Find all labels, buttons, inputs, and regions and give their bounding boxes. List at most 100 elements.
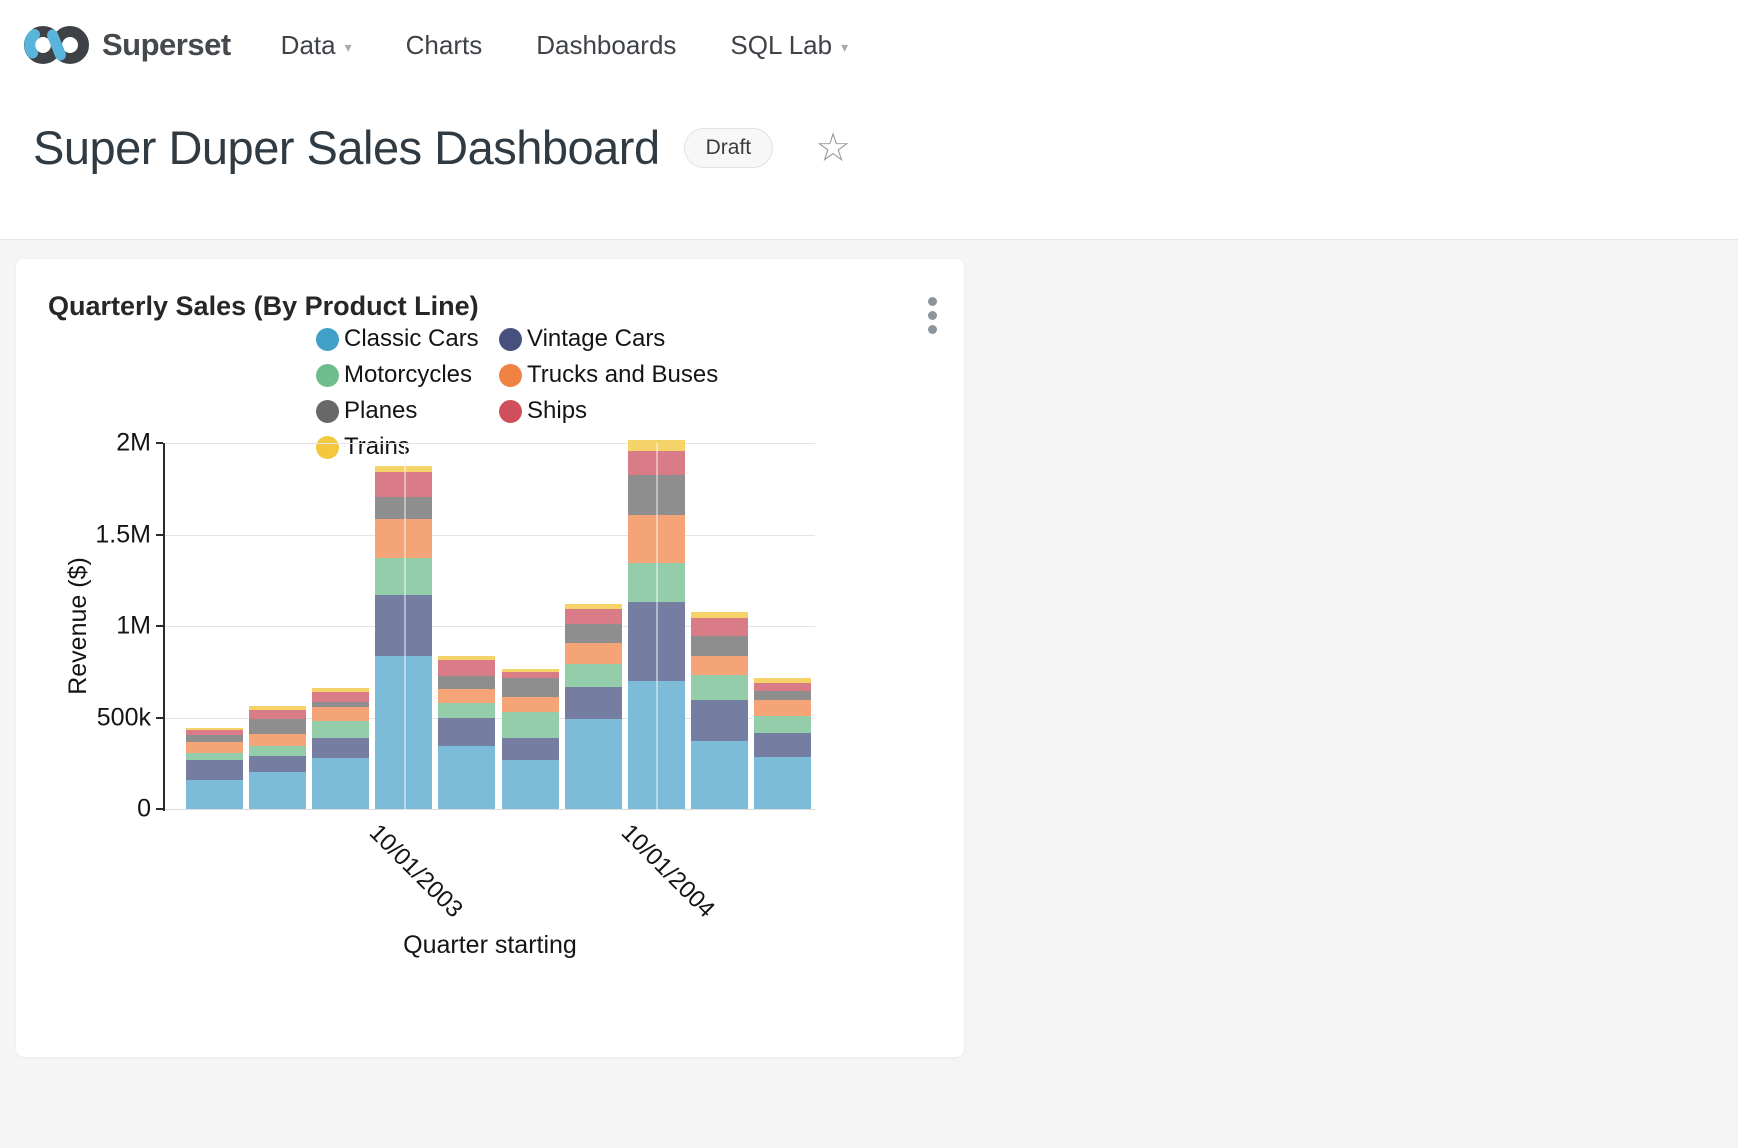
- bar-segment-motorcycles[interactable]: [753, 716, 811, 734]
- nav-item-charts[interactable]: Charts: [405, 29, 483, 60]
- bar-segment-classic-cars[interactable]: [186, 779, 243, 809]
- bar-segment-vintage-cars[interactable]: [249, 755, 307, 773]
- bar-segment-ships[interactable]: [501, 671, 559, 678]
- nav-item-dashboards[interactable]: Dashboards: [536, 29, 677, 60]
- legend-item-trains[interactable]: Trains: [316, 433, 410, 461]
- bar-segment-trains[interactable]: [375, 466, 433, 473]
- stacked-bar[interactable]: [753, 678, 811, 809]
- bar-segment-planes[interactable]: [375, 497, 433, 520]
- legend-item-planes[interactable]: Planes: [316, 397, 417, 425]
- legend-item-vintage-cars[interactable]: Vintage Cars: [499, 325, 665, 353]
- bar-segment-trains[interactable]: [753, 678, 811, 683]
- legend-item-trucks-and-buses[interactable]: Trucks and Buses: [499, 361, 718, 389]
- bar-segment-trucks-and-buses[interactable]: [564, 642, 622, 664]
- legend-item-motorcycles[interactable]: Motorcycles: [316, 361, 472, 389]
- stacked-bar[interactable]: [690, 611, 748, 809]
- bar-segment-trucks-and-buses[interactable]: [438, 689, 496, 703]
- bar-segment-trains[interactable]: [312, 688, 370, 692]
- bar-segment-vintage-cars[interactable]: [690, 699, 748, 741]
- chevron-down-icon: ▾: [841, 38, 849, 55]
- bar-segment-trains[interactable]: [564, 604, 622, 610]
- bar-segment-classic-cars[interactable]: [627, 681, 685, 809]
- bar-segment-vintage-cars[interactable]: [375, 594, 433, 657]
- bar-segment-trucks-and-buses[interactable]: [627, 514, 685, 563]
- nav-menu: Data ▾ Charts Dashboards SQL Lab ▾: [281, 30, 902, 61]
- stacked-bar[interactable]: [627, 440, 685, 809]
- bar-segment-planes[interactable]: [501, 678, 559, 698]
- dashboard-grid: Quarterly Sales (By Product Line) Classi…: [0, 240, 1738, 1148]
- bar-segment-motorcycles[interactable]: [627, 562, 685, 602]
- bar-segment-vintage-cars[interactable]: [186, 759, 243, 780]
- bar-segment-classic-cars[interactable]: [438, 746, 496, 809]
- favorite-star-icon[interactable]: ☆: [815, 125, 851, 170]
- bar-segment-classic-cars[interactable]: [375, 656, 433, 809]
- bar-segment-vintage-cars[interactable]: [501, 737, 559, 760]
- bar-segment-trucks-and-buses[interactable]: [375, 519, 433, 558]
- bar-segment-trains[interactable]: [501, 668, 559, 672]
- bar-segment-classic-cars[interactable]: [690, 740, 748, 809]
- stacked-bar[interactable]: [438, 655, 496, 809]
- bar-segment-planes[interactable]: [438, 675, 496, 690]
- bar-segment-vintage-cars[interactable]: [753, 733, 811, 758]
- bar-segment-planes[interactable]: [564, 624, 622, 643]
- gridline: [165, 443, 815, 444]
- superset-logo[interactable]: Superset: [20, 20, 231, 70]
- stacked-bar[interactable]: [312, 688, 370, 809]
- legend-item-classic-cars[interactable]: Classic Cars: [316, 325, 479, 353]
- bar-segment-classic-cars[interactable]: [564, 719, 622, 809]
- bar-segment-motorcycles[interactable]: [312, 721, 370, 738]
- bar-segment-classic-cars[interactable]: [312, 757, 370, 809]
- bar-segment-trains[interactable]: [186, 727, 243, 731]
- bar-segment-vintage-cars[interactable]: [438, 717, 496, 747]
- legend-item-ships[interactable]: Ships: [499, 397, 587, 425]
- bar-segment-motorcycles[interactable]: [249, 745, 307, 756]
- bar-segment-motorcycles[interactable]: [186, 752, 243, 760]
- bar-segment-trains[interactable]: [438, 655, 496, 661]
- bar-segment-planes[interactable]: [186, 735, 243, 743]
- bar-segment-trucks-and-buses[interactable]: [753, 699, 811, 717]
- bar-segment-classic-cars[interactable]: [753, 757, 811, 809]
- bar-segment-planes[interactable]: [312, 701, 370, 707]
- bar-segment-trains[interactable]: [690, 611, 748, 619]
- bar-segment-classic-cars[interactable]: [501, 759, 559, 809]
- nav-item-data[interactable]: Data ▾: [280, 29, 352, 60]
- stacked-bar[interactable]: [564, 604, 622, 809]
- bar-segment-motorcycles[interactable]: [375, 557, 433, 595]
- stacked-bar[interactable]: [375, 466, 433, 809]
- bar-segment-planes[interactable]: [753, 690, 811, 700]
- stacked-bar[interactable]: [501, 668, 559, 809]
- chart-menu-kebab-icon[interactable]: [914, 291, 950, 339]
- bar-segment-planes[interactable]: [249, 719, 307, 734]
- bar-segment-ships[interactable]: [438, 660, 496, 676]
- bar-segment-trucks-and-buses[interactable]: [501, 697, 559, 713]
- bar-segment-ships[interactable]: [249, 710, 307, 720]
- bar-segment-ships[interactable]: [690, 618, 748, 636]
- bar-segment-ships[interactable]: [564, 609, 622, 625]
- bar-segment-motorcycles[interactable]: [438, 702, 496, 718]
- bar-segment-trucks-and-buses[interactable]: [690, 656, 748, 675]
- stacked-bar[interactable]: [249, 706, 307, 809]
- bar-segment-trucks-and-buses[interactable]: [249, 733, 307, 746]
- legend-dot: [316, 399, 339, 423]
- bar-segment-vintage-cars[interactable]: [627, 601, 685, 682]
- y-axis-title: Revenue ($): [64, 557, 92, 695]
- bar-segment-trains[interactable]: [627, 440, 685, 452]
- bar-segment-motorcycles[interactable]: [564, 663, 622, 688]
- bar-segment-motorcycles[interactable]: [690, 674, 748, 700]
- bar-segment-ships[interactable]: [312, 691, 370, 702]
- bar-segment-planes[interactable]: [690, 635, 748, 657]
- bar-segment-trains[interactable]: [249, 706, 307, 711]
- bar-segment-trucks-and-buses[interactable]: [312, 706, 370, 721]
- bar-segment-trucks-and-buses[interactable]: [186, 742, 243, 753]
- stacked-bar[interactable]: [186, 727, 243, 809]
- bar-segment-vintage-cars[interactable]: [564, 687, 622, 720]
- bar-segment-ships[interactable]: [375, 472, 433, 498]
- bar-segment-ships[interactable]: [186, 730, 243, 736]
- bar-segment-planes[interactable]: [627, 475, 685, 515]
- bar-segment-motorcycles[interactable]: [501, 712, 559, 738]
- bar-segment-ships[interactable]: [753, 682, 811, 691]
- bar-segment-classic-cars[interactable]: [249, 772, 307, 809]
- bar-segment-ships[interactable]: [627, 451, 685, 476]
- nav-item-sql-lab[interactable]: SQL Lab ▾: [730, 29, 849, 60]
- bar-segment-vintage-cars[interactable]: [312, 737, 370, 758]
